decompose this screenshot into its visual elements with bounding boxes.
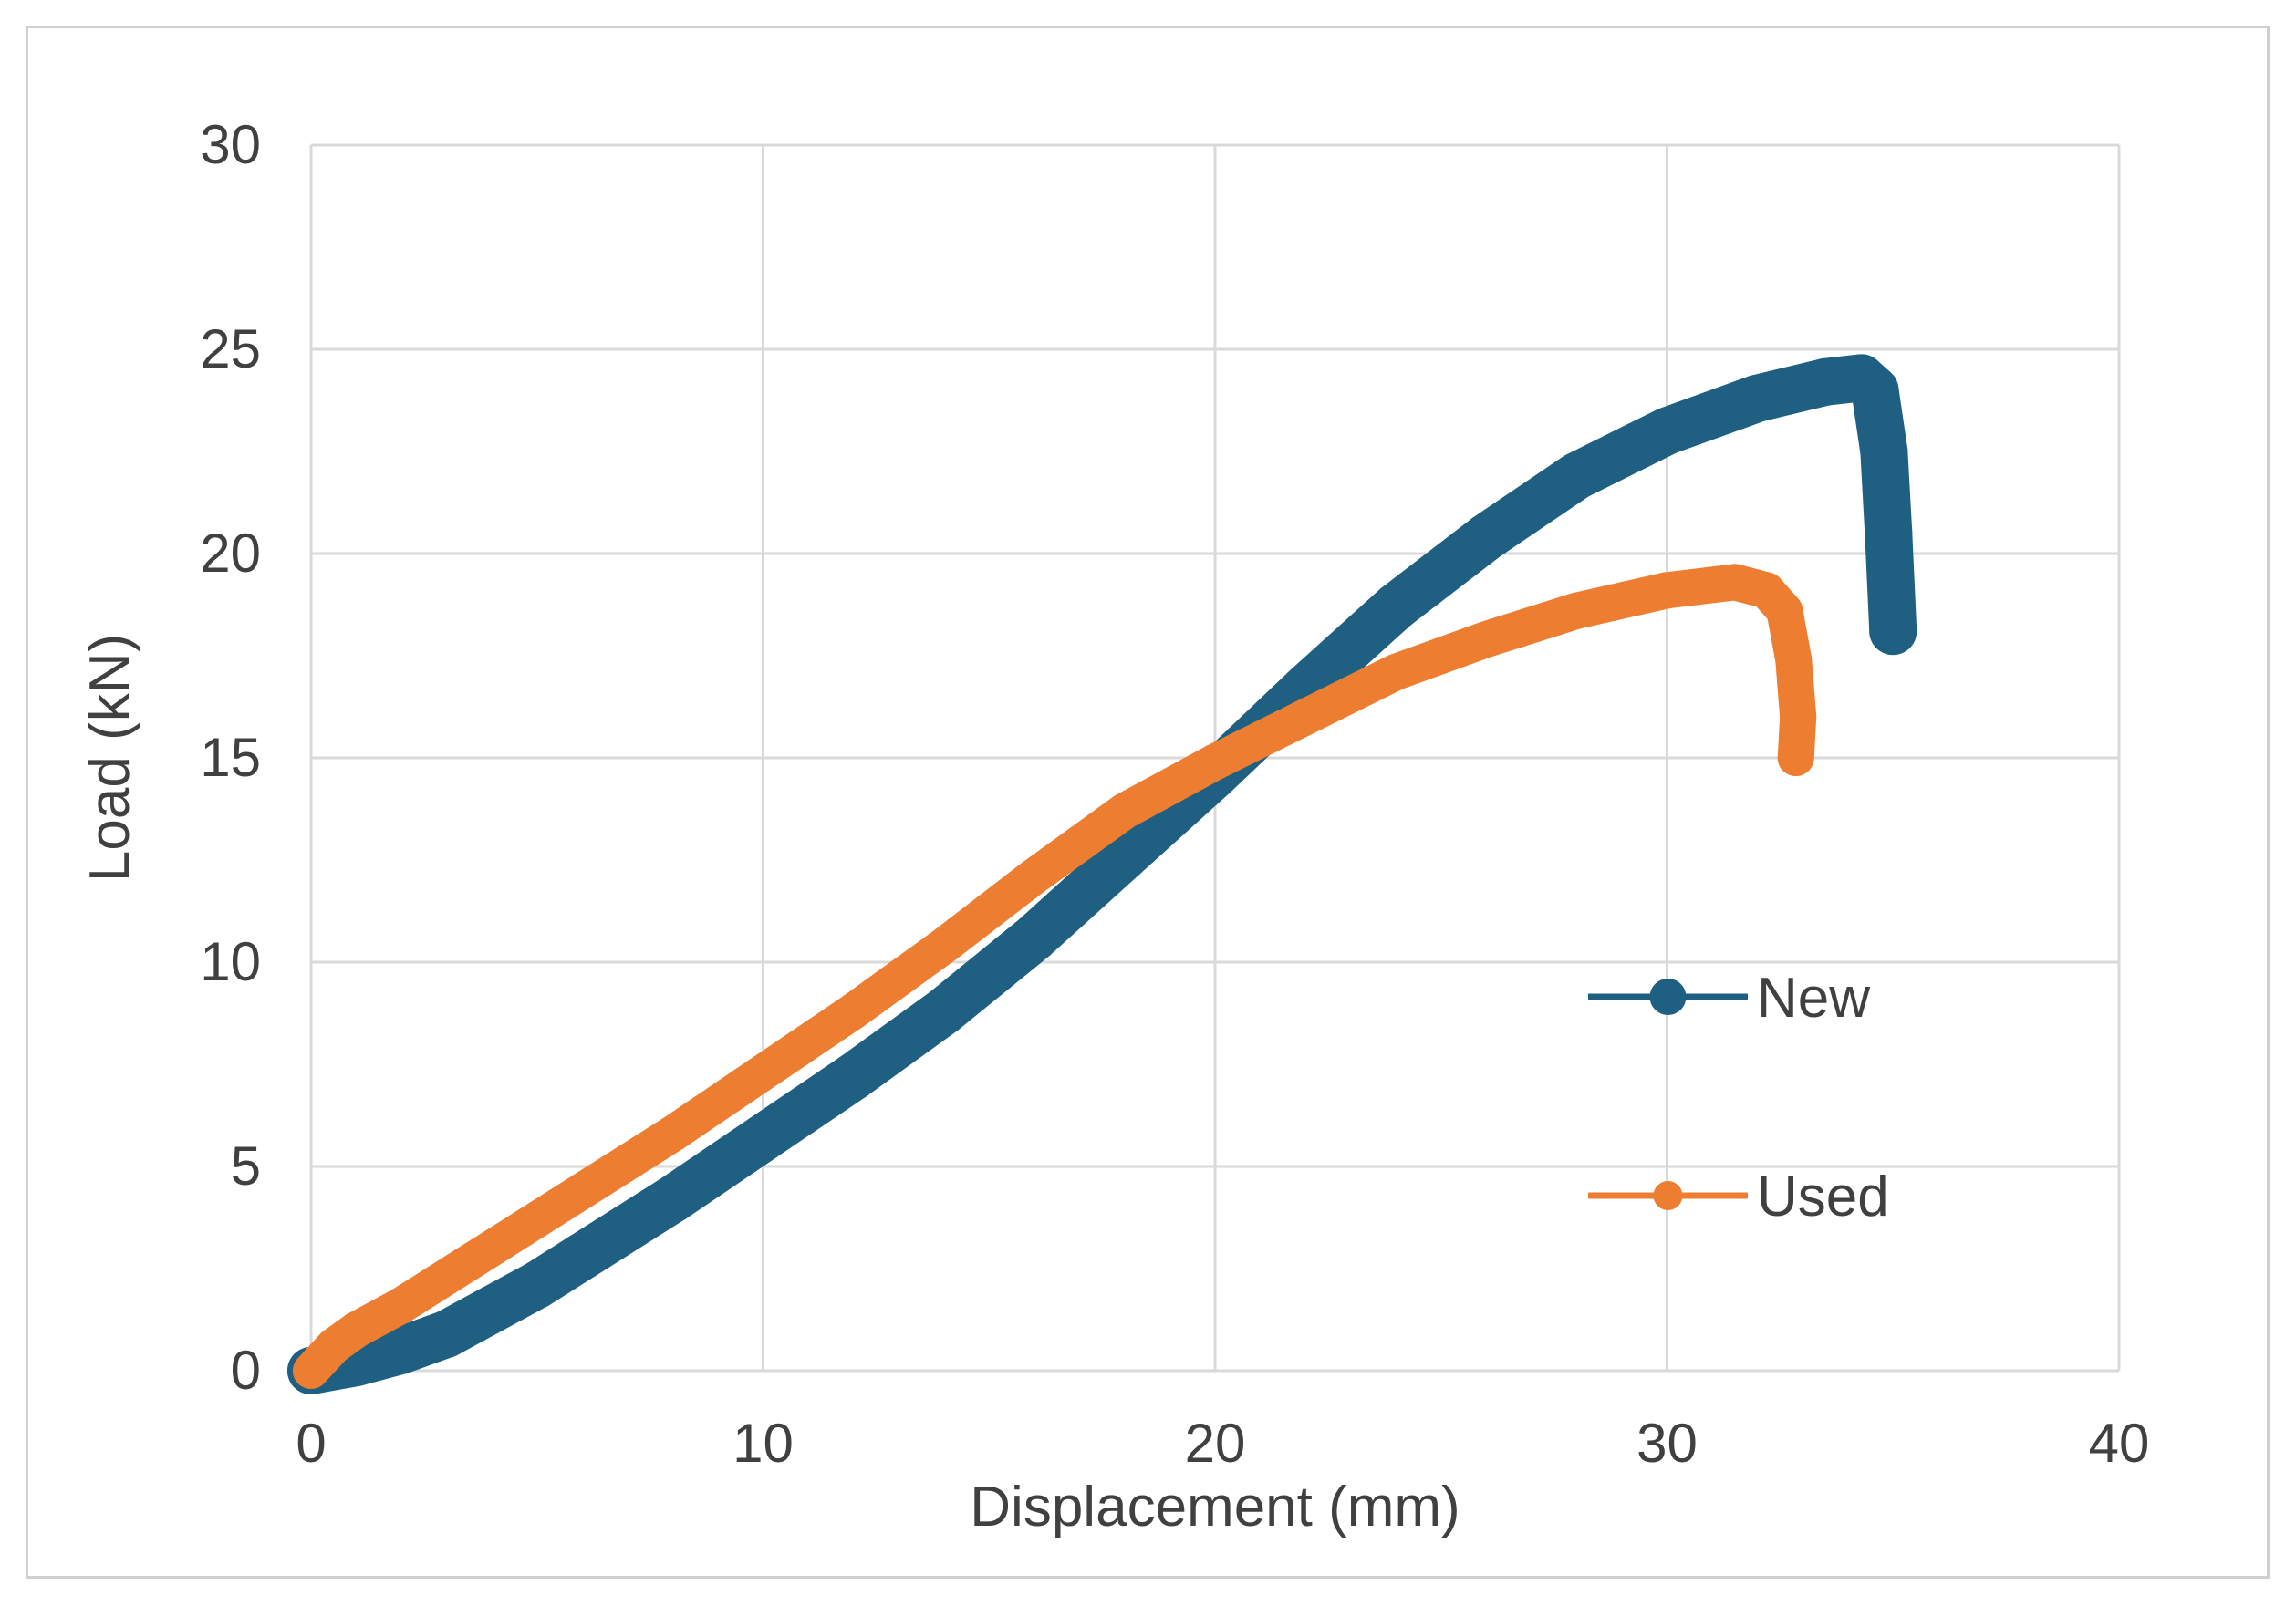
legend: New Used	[1588, 967, 1889, 1228]
legend-marker	[1649, 979, 1687, 1015]
data-point	[1106, 793, 1143, 830]
data-point	[1780, 699, 1817, 736]
data-point	[1733, 374, 1782, 422]
data-point	[649, 1175, 697, 1223]
data-point	[1558, 592, 1595, 629]
data-point	[1468, 621, 1505, 658]
y-tick-label: 10	[200, 931, 261, 992]
x-tick-label: 20	[1185, 1413, 1246, 1474]
data-point	[383, 1287, 421, 1324]
data-point	[1865, 509, 1913, 557]
data-point	[835, 992, 872, 1030]
y-axis-title: Load (kN)	[78, 634, 141, 882]
x-tick-label: 30	[1636, 1413, 1698, 1474]
x-tick-label: 10	[732, 1413, 794, 1474]
data-point	[744, 1053, 782, 1091]
legend-label: Used	[1757, 1166, 1889, 1228]
y-tick-label: 0	[231, 1340, 261, 1401]
data-point	[1775, 641, 1813, 679]
data-point	[1372, 583, 1420, 631]
data-point	[1777, 740, 1814, 776]
data-point	[564, 1172, 601, 1209]
legend-item-used: Used	[1588, 1166, 1889, 1228]
data-point	[1553, 451, 1601, 500]
series-line	[293, 564, 1817, 1389]
data-point	[473, 1229, 511, 1267]
data-point	[1801, 357, 1849, 406]
data-point	[1462, 513, 1511, 562]
data-point	[925, 927, 962, 965]
data-point	[1377, 653, 1415, 690]
legend-item-new: New	[1588, 967, 1870, 1030]
data-point	[1010, 914, 1058, 962]
legend-label: New	[1757, 967, 1870, 1030]
chart-frame: 0 10 20 30 40 0 5 10 15 20 25 30 Displacement (mm) …	[26, 26, 2270, 1579]
data-point	[378, 1326, 426, 1374]
x-axis-title: Displacement (mm)	[970, 1476, 1460, 1539]
series-layer	[287, 354, 1917, 1394]
y-tick-label: 30	[200, 114, 261, 175]
data-point	[468, 1285, 516, 1333]
x-tick-label: 0	[296, 1413, 326, 1474]
data-point	[1287, 699, 1325, 736]
series-used	[293, 564, 1817, 1389]
data-point	[293, 1352, 329, 1389]
data-point	[1766, 592, 1803, 629]
data-point	[338, 1311, 375, 1349]
y-tick-label: 25	[200, 318, 261, 379]
data-point	[1851, 366, 1899, 414]
data-point	[739, 1114, 787, 1162]
data-point	[1648, 572, 1686, 609]
y-tick-label: 20	[200, 523, 261, 584]
tick-labels: 0 10 20 30 40 0 5 10 15 20 25 30	[200, 114, 2149, 1474]
data-point	[1100, 832, 1148, 880]
data-point	[654, 1115, 691, 1153]
data-point	[513, 1260, 561, 1309]
data-point	[1197, 743, 1233, 781]
data-point	[1015, 857, 1053, 895]
y-tick-label: 15	[200, 727, 261, 788]
x-tick-label: 40	[2089, 1413, 2150, 1474]
data-point	[919, 987, 968, 1035]
data-point	[1716, 564, 1753, 601]
data-point	[1869, 607, 1917, 656]
data-point	[829, 1052, 878, 1101]
data-point	[1860, 428, 1908, 475]
legend-marker	[1653, 1181, 1683, 1210]
data-point	[1643, 407, 1691, 455]
data-point	[558, 1232, 607, 1280]
data-point	[422, 1310, 471, 1358]
y-tick-label: 5	[231, 1135, 261, 1197]
